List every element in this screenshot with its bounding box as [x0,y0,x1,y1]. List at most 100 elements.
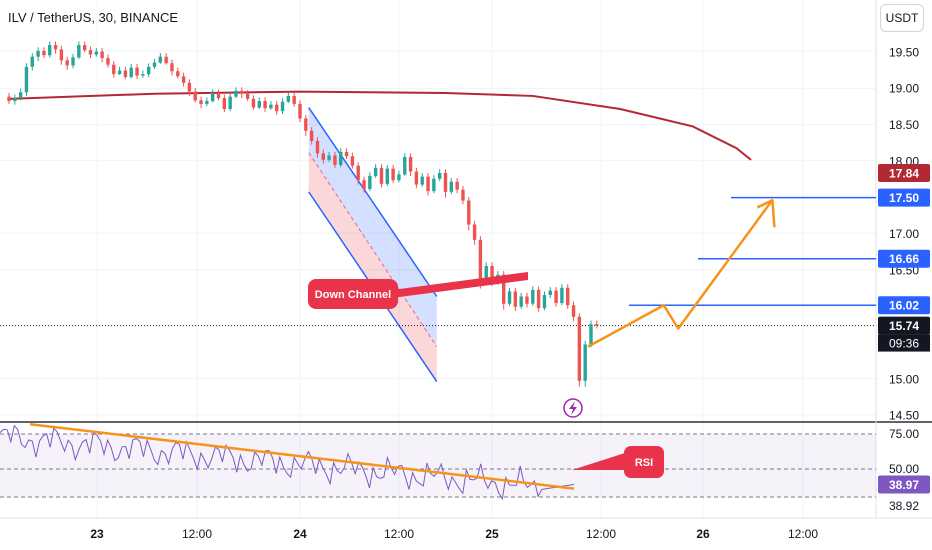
candle [18,88,23,101]
candle-body [566,287,570,306]
candle-body [117,70,122,75]
candle-body [490,265,494,282]
candle [100,47,104,63]
candle [36,47,40,62]
candle [519,292,523,309]
candle [263,97,267,112]
candle [199,96,203,109]
candle [420,172,424,187]
candle [205,97,209,107]
time-axis-tick: 26 [696,527,710,541]
candle [280,98,285,115]
candle [461,186,465,205]
candle-body [222,98,227,110]
currency-button[interactable]: USDT [880,4,924,32]
candle-body [583,344,587,381]
rsi-band [0,434,876,497]
candle-body [519,296,523,307]
candle-body [48,45,52,56]
candle-body [263,101,267,109]
down-channel-label: Down Channel [315,289,391,301]
candle-body [240,90,244,94]
candle [525,292,529,308]
candle-body [379,167,384,184]
candle [245,90,250,102]
candle [158,53,163,64]
candle-body [275,104,279,112]
candle [304,114,308,136]
rsi-trendline-value: 38.92 [889,499,919,513]
candle [48,41,52,58]
candle-body [513,291,518,307]
countdown-label: 09:36 [889,337,919,351]
candle-body [420,176,424,185]
rsi-line [0,424,575,501]
candle-body [560,287,564,304]
chart-title: ILV / TetherUS, 30, BINANCE [8,10,179,25]
candle [146,63,151,78]
candle [432,175,436,194]
candle [408,153,413,176]
candle-body [536,289,541,309]
price-label: 16.66 [889,252,919,266]
price-label-box [878,249,930,268]
candle [298,100,302,123]
candle-body [478,239,483,281]
rsi-trendline [29,422,575,490]
price-axis-tick: 15.00 [889,372,919,386]
rsi-value-box [878,475,930,494]
candle [472,220,477,245]
candle-body [82,45,87,51]
candle-body [13,98,17,102]
candle-body [502,274,506,304]
candle-body [211,93,215,102]
down-channel-label-box [308,279,398,309]
candle [292,92,296,107]
candle [339,148,343,168]
countdown-box [878,334,930,352]
candle [373,164,378,179]
candle-body [327,155,331,160]
candle-body [554,290,558,304]
candle-body [391,168,395,181]
candle-body [205,101,209,104]
candle-body [467,200,471,225]
candle-body [18,92,23,99]
rsi-axis-tick: 50.00 [889,462,919,476]
candle [531,286,535,306]
candle [135,63,139,80]
candle [65,56,69,70]
price-axis-tick: 18.50 [889,118,919,132]
candle [426,172,430,196]
candle [216,89,221,101]
candle-body [199,100,203,104]
candle [577,313,582,387]
candle-body [65,60,69,66]
projection-path [587,200,773,348]
candle-body [152,62,157,67]
candle-body [234,90,238,97]
candle [560,284,564,306]
channel-lower-fill [308,152,437,382]
price-label-box [878,316,930,335]
candle-body [181,76,186,83]
candle-body [304,118,308,131]
candle [385,164,389,187]
candle [94,47,98,57]
price-axis-tick: 19.50 [889,45,919,59]
candle-body [571,305,576,317]
candle-body [368,175,372,189]
candle [368,172,372,192]
candle [583,340,587,387]
price-label: 15.74 [889,319,919,333]
candle [181,72,186,87]
candle-body [373,167,378,176]
candle [286,92,291,104]
candle-body [129,67,133,78]
candle-body [176,71,180,77]
time-axis-tick: 12:00 [586,527,616,541]
candle [251,95,256,110]
candle [455,178,459,194]
candle-body [309,130,314,141]
